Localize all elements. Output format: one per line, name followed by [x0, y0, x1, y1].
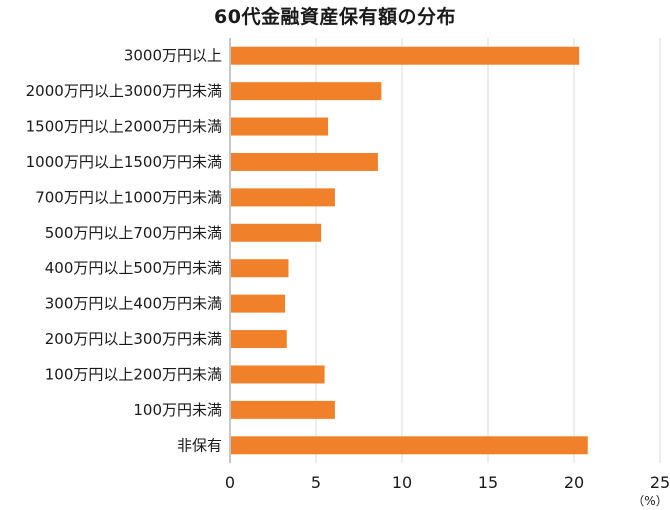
x-tick-label: 15 — [478, 473, 498, 492]
bar — [231, 46, 580, 65]
category-label: 100万円以上200万円未満 — [45, 365, 222, 383]
category-label: 200万円以上300万円未満 — [45, 330, 222, 348]
category-label: 2000万円以上3000万円未満 — [26, 82, 222, 100]
bar — [231, 259, 289, 278]
category-labels: 3000万円以上 2000万円以上3000万円未満 1500万円以上2000万円未満… — [26, 47, 222, 455]
x-tick-label: 20 — [564, 473, 584, 492]
category-label: 500万円以上700万円未満 — [45, 224, 222, 242]
bar — [231, 188, 335, 207]
category-label: 100万円未満 — [133, 401, 222, 419]
bar — [231, 400, 335, 419]
x-tick-label: 25 — [650, 473, 670, 492]
grid-lines — [229, 38, 661, 463]
bar — [231, 152, 378, 171]
x-tick-label: 5 — [311, 473, 321, 492]
unit-label: （%） — [632, 494, 667, 508]
category-label: 非保有 — [177, 436, 222, 454]
category-label: 1500万円以上2000万円未満 — [26, 118, 222, 136]
bar — [231, 117, 329, 136]
category-label: 400万円以上500万円未満 — [45, 259, 222, 277]
category-label: 700万円以上1000万円未満 — [35, 188, 222, 206]
category-label: 3000万円以上 — [124, 47, 222, 65]
x-tick-labels: 0 5 10 15 20 25 — [225, 473, 670, 492]
category-label: 1000万円以上1500万円未満 — [26, 153, 222, 171]
bar — [231, 223, 322, 242]
x-tick-label: 0 — [225, 473, 235, 492]
bar — [231, 82, 382, 101]
bar — [231, 436, 588, 455]
category-label: 300万円以上400万円未満 — [45, 295, 222, 313]
bar — [231, 294, 286, 313]
bar — [231, 330, 287, 349]
x-tick-label: 10 — [392, 473, 412, 492]
bar — [231, 365, 325, 384]
chart-title: 60代金融資産保有額の分布 — [214, 6, 456, 28]
bars — [231, 46, 588, 455]
